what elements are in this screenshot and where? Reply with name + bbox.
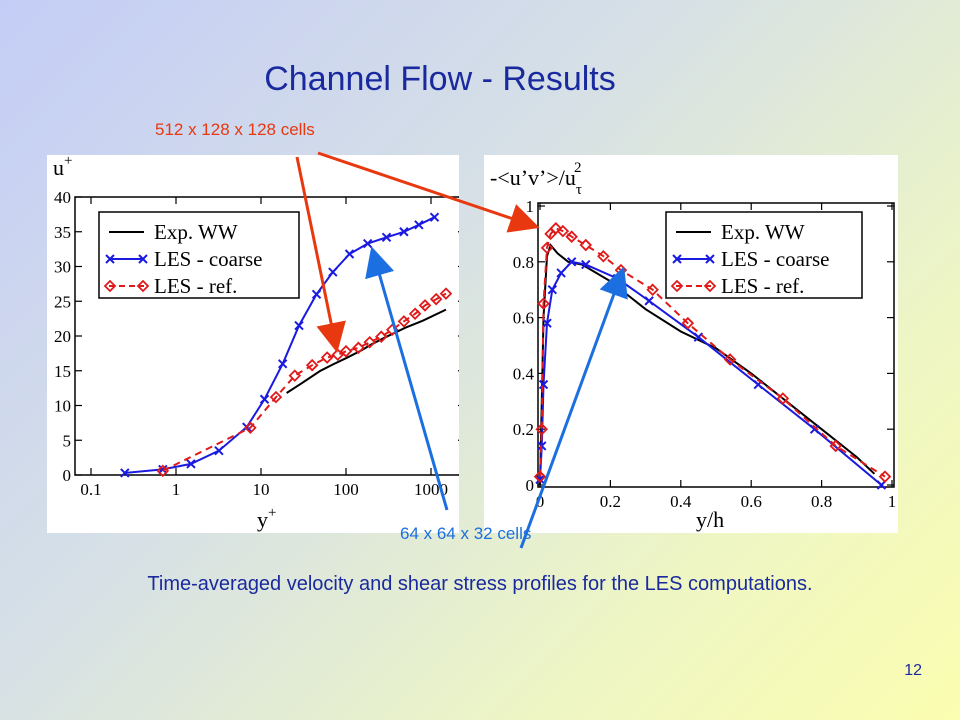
chart1-legend-label-0: Exp. WW xyxy=(154,220,238,244)
chart1-xtick-label: 100 xyxy=(333,480,359,499)
chart2-series-1-point xyxy=(809,424,820,434)
chart1-ytick-label: 25 xyxy=(54,292,71,311)
chart2-series-line-2 xyxy=(539,227,886,478)
chart2-xtick-label: 1 xyxy=(888,492,897,511)
chart1-ytick-label: 30 xyxy=(54,258,71,277)
chart2-legend-box xyxy=(665,211,863,299)
chart1-ylabel-sup: + xyxy=(64,155,72,169)
slide-caption: Time-averaged velocity and shear stress … xyxy=(147,573,813,595)
chart1-series-1-point xyxy=(214,445,224,456)
chart1-ylabel-base: u xyxy=(53,155,64,180)
chart2-series-2-point xyxy=(549,222,563,235)
chart2-legend-label-0: Exp. WW xyxy=(721,220,805,244)
chart2-series-2-point xyxy=(556,224,570,238)
chart1-xlabel-sup: + xyxy=(268,505,276,521)
chart2-series-1-point xyxy=(566,257,577,267)
chart1-series-2-point xyxy=(244,421,257,435)
chart1-series-1-point xyxy=(362,238,373,249)
chart1-xtick-label: 10 xyxy=(253,480,270,499)
chart2-legend-marker xyxy=(670,279,684,293)
chart2-series-2-point xyxy=(540,241,554,255)
chart1-ytick-label: 40 xyxy=(54,188,71,207)
chart2-xtick-label: 0.4 xyxy=(670,492,692,511)
chart2-xtick-label: 0.6 xyxy=(741,492,762,511)
chart1-legend-label-2: LES - ref. xyxy=(154,274,237,298)
chart2-legend-label-2: LES - ref. xyxy=(721,274,804,298)
chart2-series-2-point xyxy=(829,439,842,453)
chart1-series-2-point xyxy=(320,351,334,364)
chart1-legend-marker xyxy=(138,254,148,264)
chart1-series-2-point xyxy=(156,464,170,478)
chart2-series-2-point xyxy=(878,470,892,483)
chart2-ytick-label: 0 xyxy=(526,476,535,495)
chart1-ytick-label: 5 xyxy=(63,431,72,450)
chart2-xlabel: y/h xyxy=(696,507,724,532)
chart1-series-2-point xyxy=(288,369,302,382)
chart1-series-2-point xyxy=(352,341,365,355)
shear-stress-chart: 0 0.2 0.4 0.6 0.8 1 0 0.2 0.4 0.6 0.8 1 Exp. WW LES … xyxy=(484,155,898,533)
chart1-series-1-point xyxy=(344,249,355,259)
chart2-series-1-point xyxy=(693,332,704,342)
chart1-legend-marker xyxy=(136,279,150,293)
chart2-legend-marker xyxy=(703,279,717,293)
chart2-series-1-point xyxy=(644,296,654,306)
chart1-xtick-label: 1000 xyxy=(414,480,448,499)
chart1-legend-label-1: LES - coarse xyxy=(154,247,262,271)
chart1-series-1-point xyxy=(120,468,130,478)
chart2-ytick-label: 0.6 xyxy=(513,309,534,328)
chart2-ytick-label: 1 xyxy=(526,197,535,216)
chart2-series-2-point xyxy=(681,316,695,330)
chart2-series-2-point xyxy=(646,283,659,296)
chart1-ylabel: u+ xyxy=(53,155,72,180)
chart1-xtick-label: 1 xyxy=(172,480,181,499)
chart1-xlabel-base: y xyxy=(257,507,268,532)
chart1-series-1-point xyxy=(186,459,196,469)
annotation-fine-grid: 512 x 128 x 128 cells xyxy=(155,120,315,139)
chart2-ytick-label: 0.2 xyxy=(513,420,534,439)
chart2-ytick-label: 0.8 xyxy=(513,253,534,272)
chart1-legend-box xyxy=(98,211,300,299)
chart1-series-1-point xyxy=(381,232,392,243)
chart2-ylabel-base: -<u’v’>/u xyxy=(490,165,576,190)
velocity-profile-chart: 0 5 10 15 20 25 30 35 40 0.1 1 10 100 1000 Exp. WW LES… xyxy=(47,155,459,533)
chart1-series-1-point xyxy=(399,227,409,237)
chart2-series-1-point xyxy=(876,480,887,490)
chart1-ytick-label: 15 xyxy=(54,362,71,381)
chart1-ytick-label: 35 xyxy=(54,223,71,242)
slide-title: Channel Flow - Results xyxy=(264,60,616,98)
chart1-series-1-point xyxy=(259,394,270,404)
chart2-legend-marker xyxy=(672,254,682,264)
chart1-series-1-point xyxy=(277,359,288,369)
chart2-legend-marker xyxy=(705,254,715,264)
chart2-ytick-label: 0.4 xyxy=(513,364,535,383)
chart1-legend-marker xyxy=(105,254,115,264)
chart1-ytick-label: 20 xyxy=(54,327,71,346)
chart1-legend-marker xyxy=(103,279,117,293)
chart2-xtick-label: 0 xyxy=(536,492,545,511)
chart1-xtick-label: 0.1 xyxy=(80,480,101,499)
page-number: 12 xyxy=(904,662,922,679)
chart1-xlabel: y+ xyxy=(257,505,276,532)
chart2-xtick-label: 0.8 xyxy=(811,492,832,511)
chart2-xtick-label: 0.2 xyxy=(600,492,621,511)
chart1-ytick-label: 10 xyxy=(54,397,71,416)
annotation-coarse-grid: 64 x 64 x 32 cells xyxy=(400,524,532,543)
chart1-series-2-point xyxy=(305,358,319,372)
chart2-series-2-point xyxy=(597,249,610,263)
chart1-series-2-point xyxy=(331,348,345,362)
chart2-series-1-point xyxy=(581,259,591,270)
chart2-ylabel-sup: 2 xyxy=(574,160,582,176)
chart2-series-2-point xyxy=(776,392,790,405)
chart2-ylabel-sub: τ xyxy=(576,182,582,198)
chart2-series-2-point xyxy=(579,238,593,252)
chart2-series-2-point xyxy=(565,230,578,243)
chart1-series-2-point xyxy=(269,390,283,404)
chart1-ytick-label: 0 xyxy=(63,466,72,485)
chart2-series-2-point xyxy=(723,353,737,366)
chart2-legend-label-1: LES - coarse xyxy=(721,247,829,271)
